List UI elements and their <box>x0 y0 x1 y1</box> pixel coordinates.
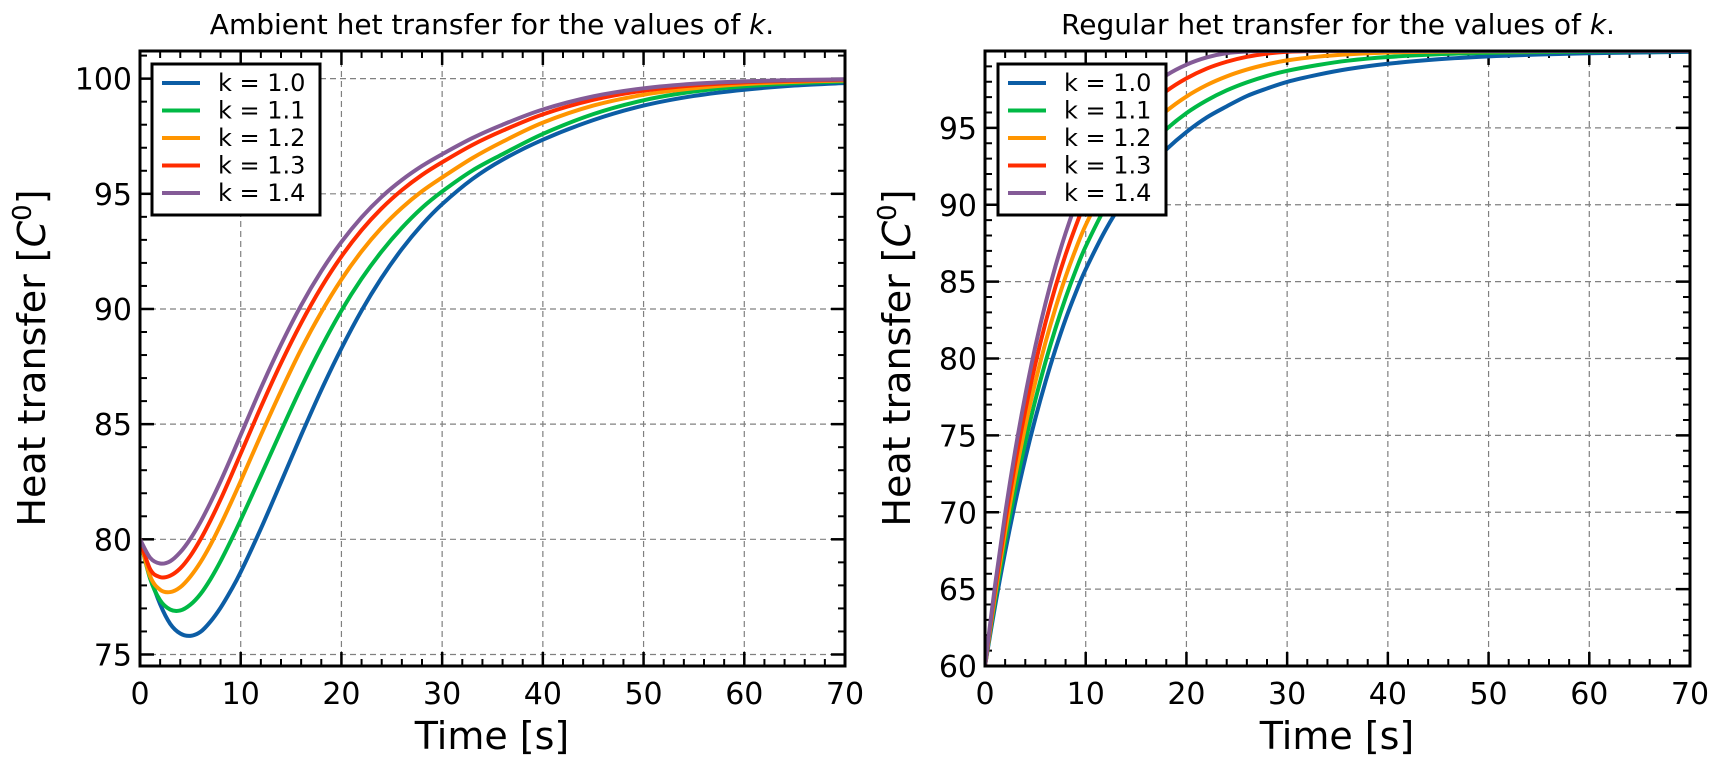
x-tick-label: 70 <box>826 677 864 712</box>
series-layer <box>985 51 1690 666</box>
series-layer <box>140 77 845 638</box>
x-tick-label: 50 <box>1469 677 1507 712</box>
y-tick-label: 70 <box>939 496 977 531</box>
y-tick-label: 100 <box>75 63 132 98</box>
legend: k = 1.0k = 1.1k = 1.2k = 1.3k = 1.4 <box>996 62 1168 217</box>
x-tick-label: 0 <box>975 677 994 712</box>
y-axis-label: Heat transfer [C0] <box>8 189 54 526</box>
legend-label: k = 1.1 <box>1064 97 1151 125</box>
chart-regular: Regular het transfer for the values of k… <box>873 8 1709 758</box>
x-axis-label: Time [s] <box>1259 714 1415 758</box>
x-tick-label: 30 <box>1268 677 1306 712</box>
series-line-k-1 <box>140 81 845 638</box>
x-tick-label: 10 <box>1067 677 1105 712</box>
y-tick-label: 60 <box>939 650 977 685</box>
y-tick-label: 85 <box>939 266 977 301</box>
plot-frame <box>983 49 1692 668</box>
chart-ambient: Ambient het transfer for the values of k… <box>8 8 864 758</box>
series-line-k-1-4 <box>985 51 1690 666</box>
series-line-k-1-4 <box>140 77 845 566</box>
y-axis-label: Heat transfer [C0] <box>873 189 919 526</box>
y-tick-label: 90 <box>939 189 977 224</box>
legend-label: k = 1.4 <box>218 179 305 207</box>
x-tick-label: 40 <box>1369 677 1407 712</box>
y-tick-label: 75 <box>94 638 132 673</box>
plot-frame <box>138 49 847 668</box>
chart-title: Ambient het transfer for the values of k… <box>210 8 774 41</box>
tick-labels: 0 10 20 30 40 50 60 70 60 65 70 75 80 85 90 95 <box>939 112 1709 712</box>
legend-label: k = 1.1 <box>218 97 305 125</box>
gridlines <box>985 51 1690 666</box>
y-tick-label: 80 <box>939 343 977 378</box>
gridlines <box>140 51 845 666</box>
chart-title: Regular het transfer for the values of k… <box>1061 8 1615 41</box>
y-tick-label: 85 <box>94 408 132 443</box>
legend-label: k = 1.2 <box>1064 124 1151 152</box>
series-line-k-1-1 <box>140 79 845 613</box>
legend-label: k = 1.3 <box>1064 152 1151 180</box>
y-tick-label: 95 <box>939 112 977 147</box>
series-line-k-1-3 <box>140 77 845 580</box>
x-tick-label: 70 <box>1671 677 1709 712</box>
y-tick-label: 65 <box>939 573 977 608</box>
legend-label: k = 1.0 <box>218 69 305 97</box>
series-line-k-1-3 <box>985 51 1690 666</box>
series-line-k-1-1 <box>985 51 1690 666</box>
series-line-k-1 <box>985 51 1690 666</box>
x-tick-label: 20 <box>322 677 360 712</box>
y-tick-label: 80 <box>94 523 132 558</box>
x-tick-label: 20 <box>1167 677 1205 712</box>
x-tick-label: 10 <box>222 677 260 712</box>
x-axis-label: Time [s] <box>414 714 570 758</box>
legend-label: k = 1.3 <box>218 152 305 180</box>
x-tick-label: 40 <box>524 677 562 712</box>
x-tick-label: 0 <box>130 677 149 712</box>
y-tick-label: 95 <box>94 178 132 213</box>
x-tick-label: 60 <box>1570 677 1608 712</box>
legend-label: k = 1.0 <box>1064 69 1151 97</box>
x-tick-label: 60 <box>725 677 763 712</box>
legend-label: k = 1.4 <box>1064 179 1151 207</box>
legend-label: k = 1.2 <box>218 124 305 152</box>
y-tick-label: 90 <box>94 293 132 328</box>
x-tick-label: 30 <box>423 677 461 712</box>
x-tick-label: 50 <box>624 677 662 712</box>
y-tick-label: 75 <box>939 419 977 454</box>
tick-labels: 0 10 20 30 40 50 60 70 75 80 85 90 95 100 <box>75 63 864 712</box>
legend: k = 1.0k = 1.1k = 1.2k = 1.3k = 1.4 <box>150 62 322 217</box>
series-line-k-1-2 <box>140 78 845 595</box>
